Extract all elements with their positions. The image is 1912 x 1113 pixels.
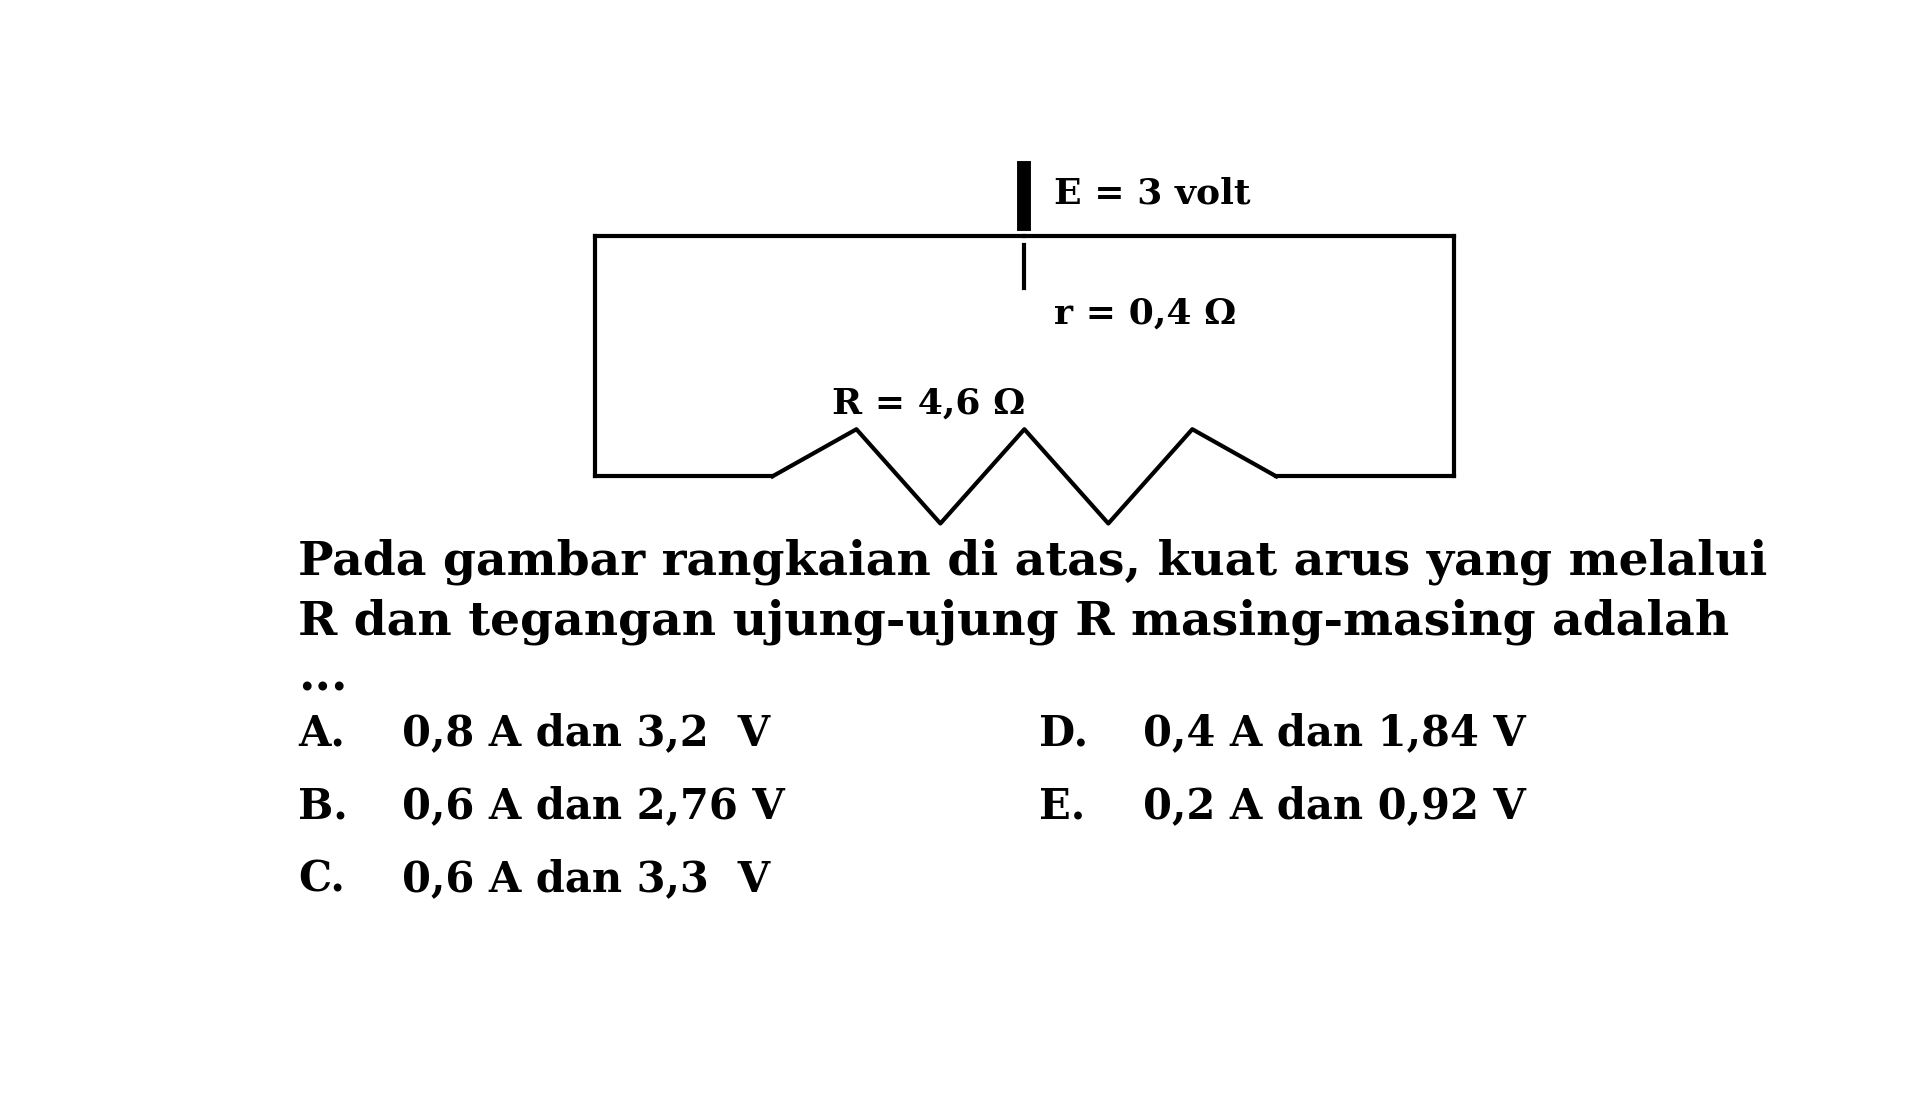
Text: A.: A. [298, 712, 346, 755]
Text: 0,6 A dan 3,3  V: 0,6 A dan 3,3 V [402, 858, 771, 900]
Text: 0,8 A dan 3,2  V: 0,8 A dan 3,2 V [402, 712, 771, 755]
Text: E.: E. [1040, 786, 1086, 827]
Text: C.: C. [298, 858, 346, 900]
Text: B.: B. [298, 786, 348, 827]
Text: ...: ... [298, 654, 348, 701]
Text: R = 4,6 Ω: R = 4,6 Ω [832, 386, 1025, 421]
Text: R dan tegangan ujung-ujung R masing-masing adalah: R dan tegangan ujung-ujung R masing-masi… [298, 599, 1730, 646]
Text: 0,4 A dan 1,84 V: 0,4 A dan 1,84 V [1143, 712, 1526, 755]
Text: r = 0,4 Ω: r = 0,4 Ω [1054, 296, 1237, 331]
Text: D.: D. [1040, 712, 1088, 755]
Text: 0,2 A dan 0,92 V: 0,2 A dan 0,92 V [1143, 786, 1526, 827]
Text: 0,6 A dan 2,76 V: 0,6 A dan 2,76 V [402, 786, 784, 827]
Text: Pada gambar rangkaian di atas, kuat arus yang melalui: Pada gambar rangkaian di atas, kuat arus… [298, 539, 1767, 585]
Text: E = 3 volt: E = 3 volt [1054, 176, 1250, 210]
